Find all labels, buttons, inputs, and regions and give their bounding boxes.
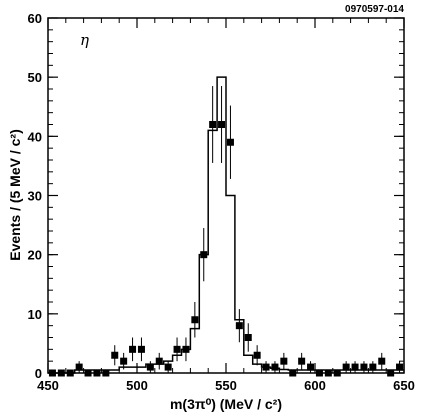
x-tick-label: 500 xyxy=(126,378,148,393)
data-point xyxy=(360,363,368,371)
data-point xyxy=(111,351,119,359)
data-point xyxy=(191,316,199,324)
x-tick-labels: 450 500 550 600 650 xyxy=(37,378,415,393)
data-point xyxy=(182,345,190,353)
x-tick-label: 650 xyxy=(393,378,415,393)
data-point xyxy=(218,121,226,128)
y-tick-label: 60 xyxy=(28,11,42,26)
y-tick-labels: 0 10 20 30 40 50 60 xyxy=(28,11,42,381)
data-point xyxy=(93,369,101,377)
data-point xyxy=(351,363,359,371)
data-point xyxy=(387,369,395,377)
data-point xyxy=(342,363,350,371)
data-point xyxy=(102,369,110,377)
major-ticks xyxy=(47,17,405,374)
y-tick-label: 20 xyxy=(28,248,42,263)
error-bars xyxy=(78,86,401,373)
data-point xyxy=(226,138,234,146)
data-point xyxy=(146,363,154,371)
data-point xyxy=(57,369,65,377)
data-point xyxy=(253,351,261,359)
data-point xyxy=(298,357,306,365)
y-axis-title: Events / (5 MeV / c²) xyxy=(7,129,23,260)
data-point xyxy=(75,363,83,371)
data-point xyxy=(84,369,92,377)
y-tick-label: 0 xyxy=(35,366,42,381)
data-point xyxy=(155,357,163,365)
data-point xyxy=(129,345,137,353)
data-point xyxy=(396,363,404,371)
y-tick-label: 40 xyxy=(28,129,42,144)
data-point xyxy=(137,345,145,353)
data-point xyxy=(324,369,332,377)
data-point xyxy=(369,363,377,371)
data-point xyxy=(209,121,217,128)
x-tick-label: 600 xyxy=(304,378,326,393)
data-point xyxy=(271,363,279,371)
y-tick-label: 30 xyxy=(28,189,42,204)
x-tick-label: 450 xyxy=(37,378,59,393)
data-point xyxy=(333,369,341,377)
data-point xyxy=(378,357,386,365)
y-tick-label: 10 xyxy=(28,307,42,322)
data-point xyxy=(66,369,74,377)
data-point xyxy=(244,334,252,341)
particle-label: η xyxy=(80,31,89,49)
data-point xyxy=(120,357,128,365)
data-point xyxy=(307,363,315,371)
data-point xyxy=(262,363,270,371)
data-point xyxy=(200,251,208,259)
data-points xyxy=(48,121,404,377)
figure-id-label: 0970597-014 xyxy=(345,4,404,15)
data-point xyxy=(315,369,323,377)
x-tick-label: 550 xyxy=(215,378,237,393)
data-point xyxy=(235,322,243,330)
data-point xyxy=(289,369,297,377)
data-point xyxy=(280,357,288,365)
y-tick-label: 50 xyxy=(28,70,42,85)
fit-histogram-line xyxy=(48,76,404,374)
data-point xyxy=(173,345,181,353)
x-axis-title: m(3π⁰) (MeV / c²) xyxy=(170,396,282,412)
data-point xyxy=(164,363,172,371)
data-point xyxy=(48,369,56,377)
